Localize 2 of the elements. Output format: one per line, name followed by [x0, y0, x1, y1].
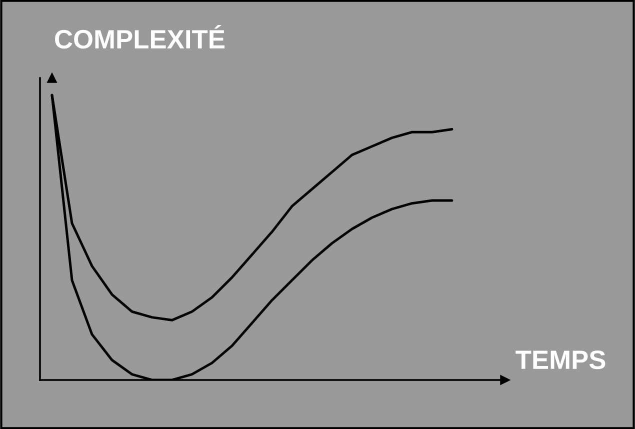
y-axis-title: COMPLEXITÉ [55, 24, 224, 49]
x-axis-title: TEMPS [516, 350, 606, 370]
